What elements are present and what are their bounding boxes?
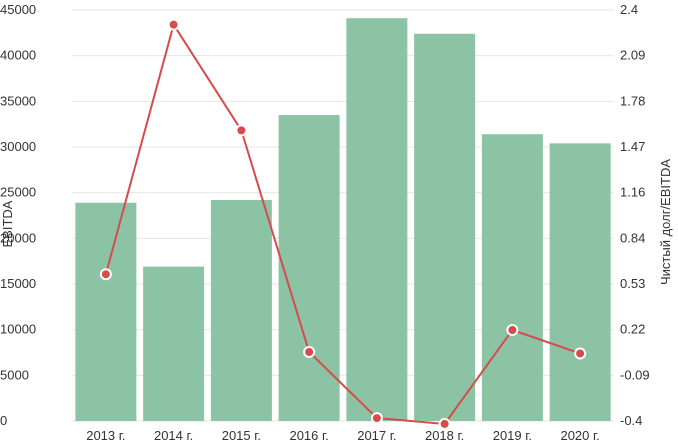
x-tick-label: 2013 г.: [86, 428, 125, 443]
left-axis-ticks: 0 5000 10000 15000 20000 25000 30000 35000 40000…: [0, 2, 36, 428]
x-tick-label: 2019 г.: [493, 428, 532, 443]
x-tick-label: 2018 г.: [425, 428, 464, 443]
bar: [143, 266, 205, 421]
line-point: [574, 347, 587, 360]
line-series: [99, 18, 587, 430]
right-tick-label: 1.16: [620, 185, 645, 200]
left-tick-label: 30000: [0, 139, 36, 154]
right-tick-label: 2.4: [620, 2, 638, 17]
x-tick-label: 2017 г.: [357, 428, 396, 443]
bar: [346, 18, 408, 421]
bar: [481, 134, 543, 422]
left-tick-label: 0: [0, 413, 7, 428]
left-tick-label: 15000: [0, 276, 36, 291]
right-tick-label: 0.22: [620, 322, 645, 337]
right-tick-label: -0.4: [620, 413, 642, 428]
right-axis-ticks: -0.4 -0.09 0.22 0.53 0.84 1.16 1.47 1.78 2.09 2.4: [620, 2, 650, 428]
right-tick-label: 1.78: [620, 93, 645, 108]
left-tick-label: 35000: [0, 93, 36, 108]
x-tick-label: 2014 г.: [154, 428, 193, 443]
left-tick-label: 25000: [0, 185, 36, 200]
left-tick-label: 5000: [0, 367, 29, 382]
right-tick-label: 1.47: [620, 139, 645, 154]
right-tick-label: -0.09: [620, 367, 650, 382]
right-tick-label: 0.53: [620, 276, 645, 291]
bar: [414, 33, 476, 421]
right-tick-label: 0.84: [620, 230, 645, 245]
line-point: [99, 268, 112, 281]
right-tick-label: 2.09: [620, 48, 645, 63]
x-tick-label: 2015 г.: [222, 428, 261, 443]
x-tick-label: 2020 г.: [560, 428, 599, 443]
left-tick-label: 10000: [0, 322, 36, 337]
bar: [75, 202, 137, 421]
x-axis-ticks: 2013 г. 2014 г. 2015 г. 2016 г. 2017 г. 2018 …: [86, 428, 600, 443]
bar: [278, 115, 340, 422]
line-point: [506, 323, 519, 336]
bar-series: [75, 18, 611, 422]
line-point: [370, 412, 383, 425]
bar: [549, 143, 611, 421]
x-tick-label: 2016 г.: [289, 428, 328, 443]
right-axis-title: Чистый долг/EBITDA: [658, 159, 673, 285]
line-path: [104, 22, 581, 425]
left-tick-label: 45000: [0, 2, 36, 17]
line-point: [438, 417, 451, 430]
line-point: [303, 346, 316, 359]
left-axis-title: EBITDA: [0, 200, 15, 247]
left-tick-label: 20000: [0, 230, 36, 245]
left-tick-label: 40000: [0, 48, 36, 63]
line-point: [167, 18, 180, 31]
bar: [210, 199, 272, 421]
line-point: [235, 124, 248, 137]
